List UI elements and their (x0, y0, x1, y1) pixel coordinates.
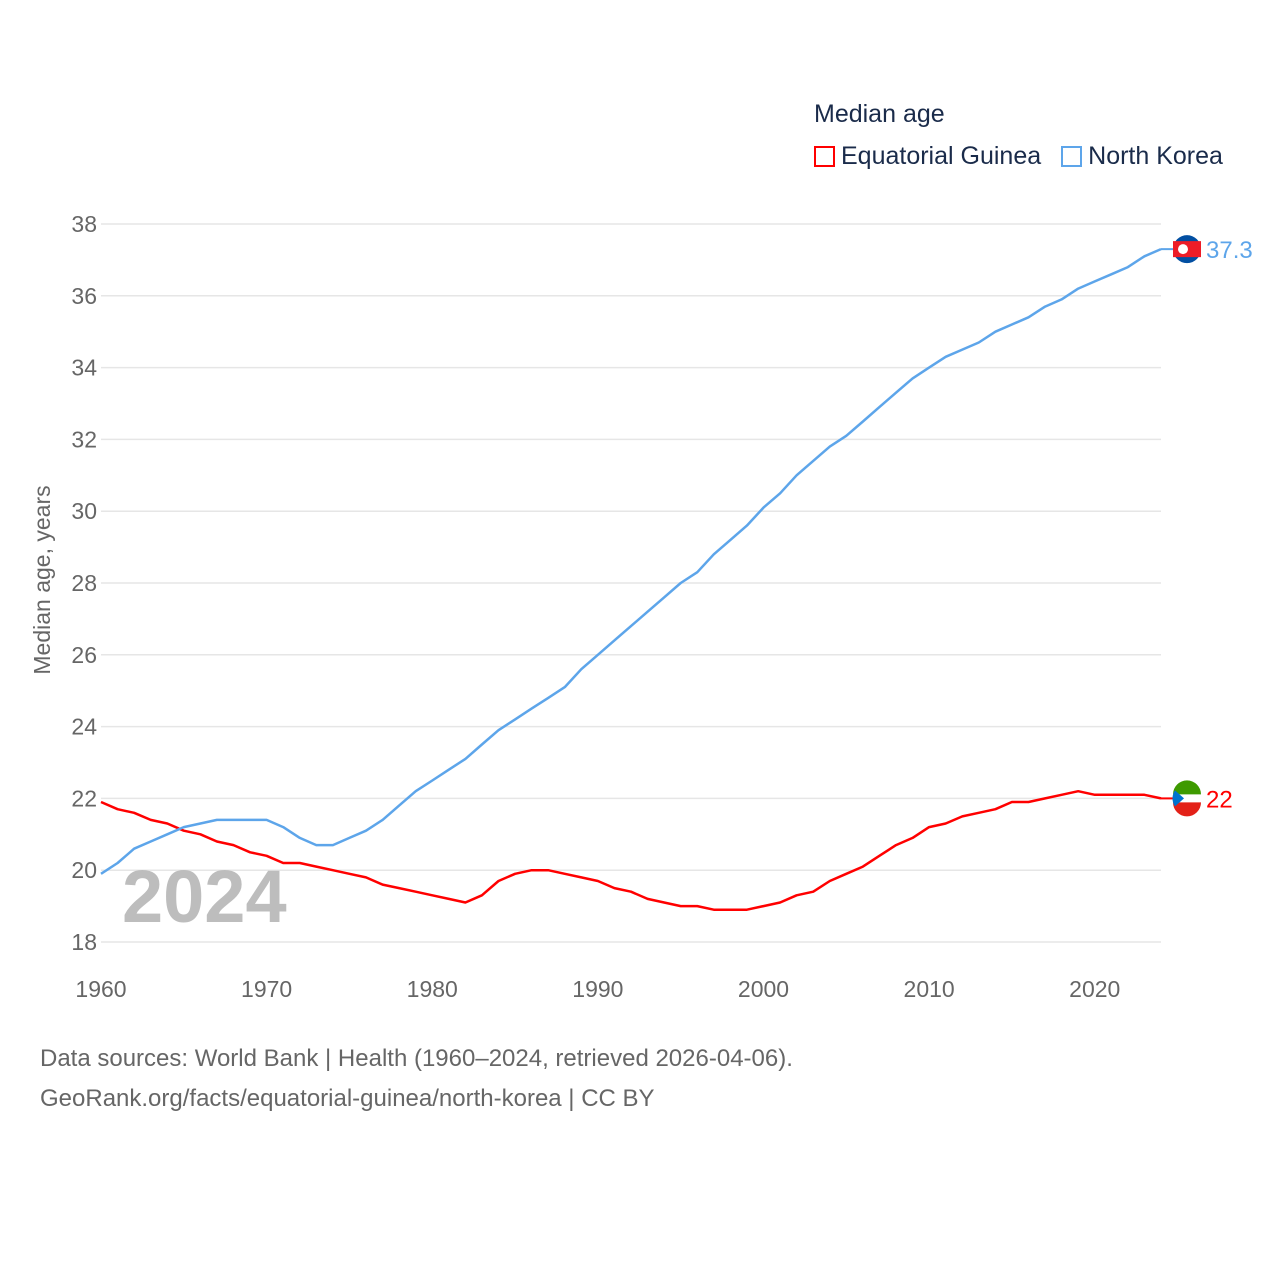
x-tick-label: 2020 (1069, 976, 1120, 1002)
y-tick-label: 30 (71, 498, 97, 524)
legend-label: Equatorial Guinea (841, 142, 1042, 170)
x-tick-label: 1990 (572, 976, 623, 1002)
x-tick-label: 1970 (241, 976, 292, 1002)
legend-title: Median age (814, 100, 945, 128)
end-value-label: 22 (1206, 786, 1233, 813)
flag-triangle (1172, 790, 1184, 807)
y-tick-label: 36 (71, 283, 97, 309)
y-axis-label: Median age, years (29, 485, 55, 674)
x-tick-label: 1980 (407, 976, 458, 1002)
y-tick-label: 26 (71, 642, 97, 668)
y-tick-label: 20 (71, 857, 97, 883)
flag-stripe (1173, 780, 1201, 795)
legend-swatch (814, 146, 835, 167)
series-line-north-korea (100, 247, 1162, 875)
year-watermark: 2024 (122, 855, 287, 938)
y-tick-label: 28 (71, 570, 97, 596)
y-tick-label: 18 (71, 929, 97, 955)
y-tick-label: 32 (71, 426, 97, 452)
source-link[interactable]: GeoRank.org/facts/equatorial-guinea/nort… (40, 1085, 655, 1112)
flag-stripe (1173, 802, 1201, 817)
y-tick-label: 38 (71, 211, 97, 237)
x-tick-label: 2000 (738, 976, 789, 1002)
legend-item-equatorial-guinea[interactable]: Equatorial Guinea (814, 142, 1041, 171)
legend-item-north-korea[interactable]: North Korea (1061, 142, 1223, 171)
x-tick-label: 1960 (75, 976, 126, 1002)
legend-swatch (1061, 146, 1083, 167)
legend-label: North Korea (1088, 142, 1223, 170)
source-line: Data sources: World Bank | Health (1960–… (40, 1045, 793, 1072)
y-tick-label: 22 (71, 785, 97, 811)
y-tick-label: 24 (71, 714, 97, 740)
x-tick-label: 2010 (904, 976, 955, 1002)
y-tick-label: 34 (71, 355, 97, 381)
legend: Equatorial Guinea North Korea (814, 142, 1223, 171)
flag-star (1178, 244, 1188, 255)
series-line-equatorial-guinea (100, 789, 1162, 911)
end-value-label: 37.3 (1206, 237, 1253, 264)
